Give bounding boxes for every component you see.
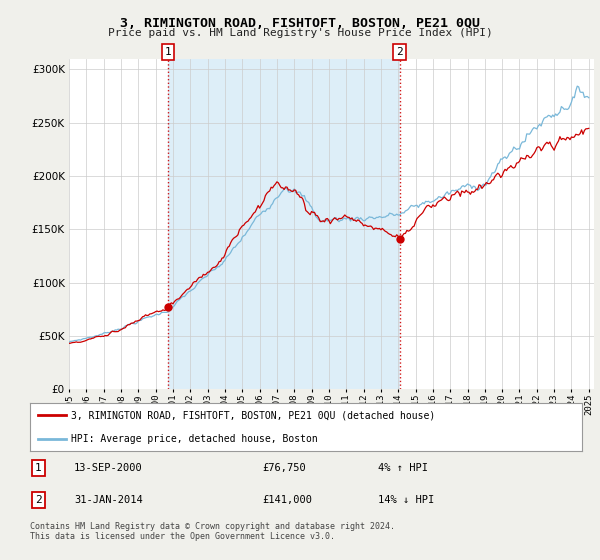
Text: 3, RIMINGTON ROAD, FISHTOFT, BOSTON, PE21 0QU (detached house): 3, RIMINGTON ROAD, FISHTOFT, BOSTON, PE2…	[71, 410, 436, 420]
Text: 4% ↑ HPI: 4% ↑ HPI	[378, 463, 428, 473]
Text: 1: 1	[164, 47, 172, 57]
Bar	[168, 59, 400, 389]
Text: Contains HM Land Registry data © Crown copyright and database right 2024.
This d: Contains HM Land Registry data © Crown c…	[30, 522, 395, 542]
Text: 31-JAN-2014: 31-JAN-2014	[74, 495, 143, 505]
Text: £141,000: £141,000	[262, 495, 312, 505]
Text: 13-SEP-2000: 13-SEP-2000	[74, 463, 143, 473]
Text: HPI: Average price, detached house, Boston: HPI: Average price, detached house, Bost…	[71, 434, 318, 444]
Text: £76,750: £76,750	[262, 463, 305, 473]
Text: Price paid vs. HM Land Registry's House Price Index (HPI): Price paid vs. HM Land Registry's House …	[107, 28, 493, 38]
Text: 1: 1	[35, 463, 41, 473]
Text: 14% ↓ HPI: 14% ↓ HPI	[378, 495, 434, 505]
Text: 2: 2	[396, 47, 403, 57]
Text: 2: 2	[35, 495, 41, 505]
Text: 3, RIMINGTON ROAD, FISHTOFT, BOSTON, PE21 0QU: 3, RIMINGTON ROAD, FISHTOFT, BOSTON, PE2…	[120, 17, 480, 30]
